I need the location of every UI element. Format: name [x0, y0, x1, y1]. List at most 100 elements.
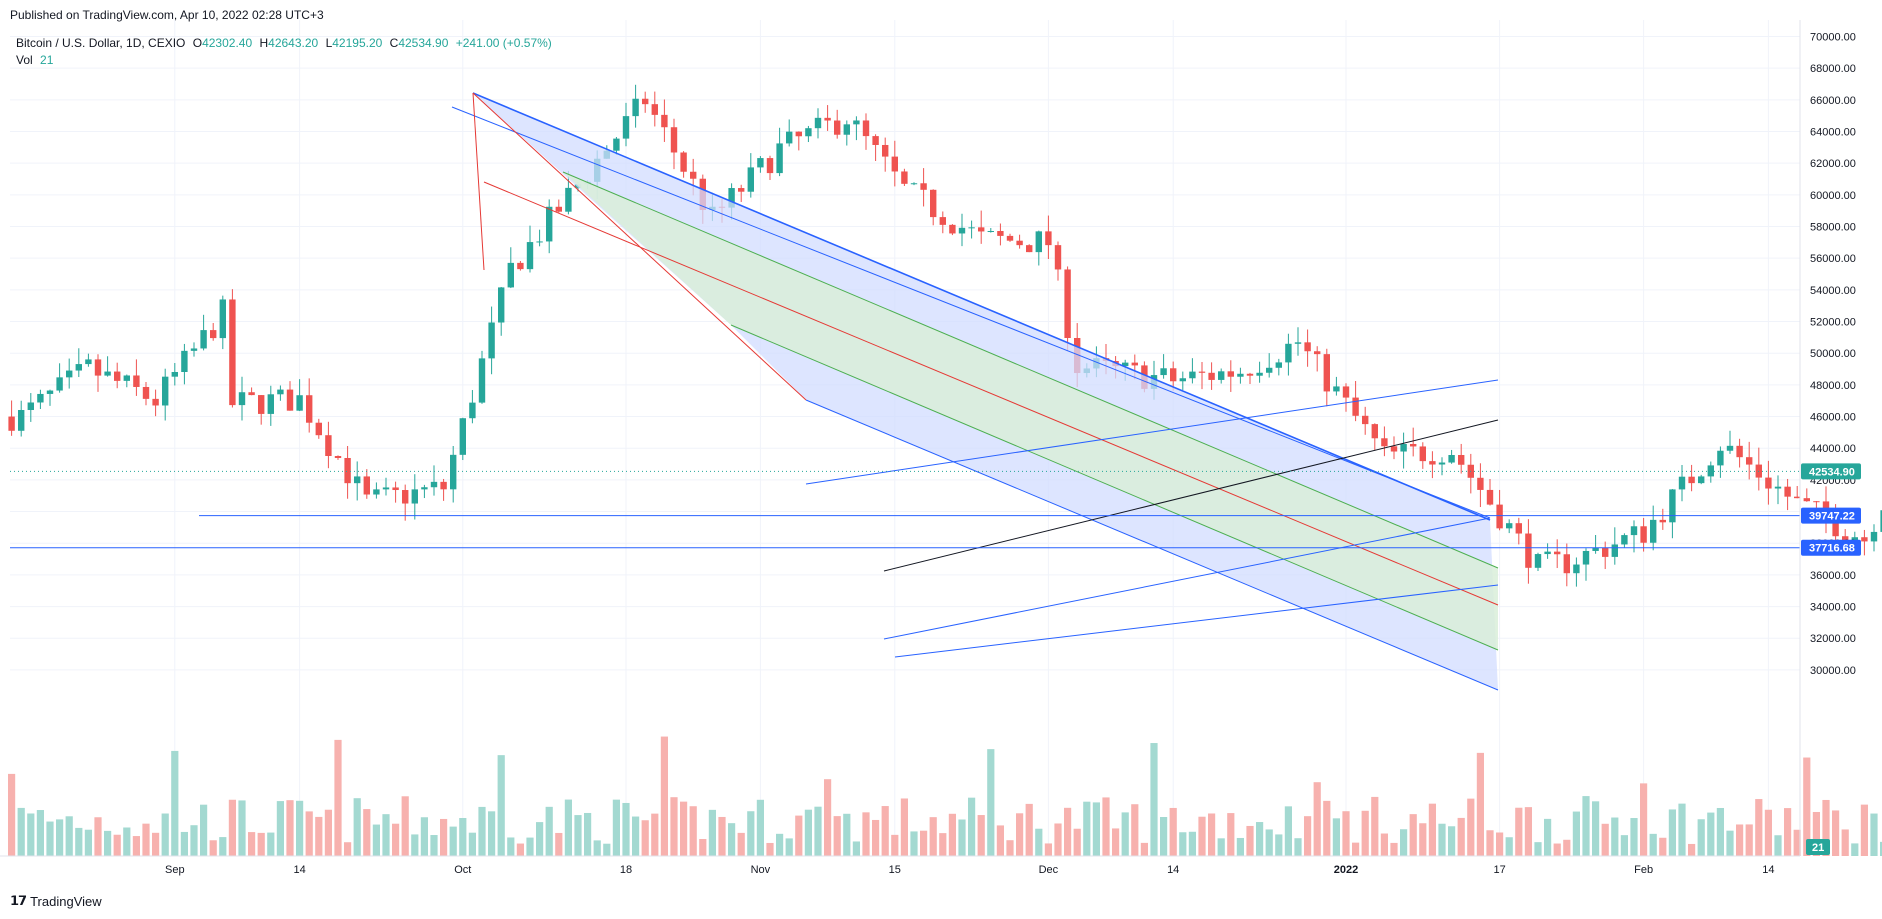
volume-bar [584, 812, 592, 856]
pitchfork-upper-line [472, 92, 1491, 521]
candle-body [1496, 504, 1503, 529]
candle-body [680, 152, 687, 172]
volume-bar [1697, 819, 1705, 856]
candle-body [1400, 443, 1407, 452]
trendline-upper [805, 379, 1499, 485]
pitchfork-upper-inner-line [451, 106, 1491, 519]
volume-bar [1428, 803, 1436, 856]
pitchfork-handle-line [472, 92, 807, 401]
trendline-black [883, 419, 1499, 572]
price-tick-label: 34000.00 [1810, 602, 1856, 614]
candle-body [1765, 477, 1772, 489]
candle-body [1189, 371, 1196, 379]
price-chart[interactable]: 70000.00 68000.00 66000.00 64000.00 62000.00… [0, 20, 1882, 890]
candle-body [728, 188, 735, 208]
volume-bar [1400, 829, 1408, 856]
candle-body [1563, 554, 1570, 574]
volume-bar [1121, 812, 1129, 856]
volume-bar [1822, 799, 1830, 856]
volume-bar [766, 842, 774, 856]
price-tick-label: 36000.00 [1810, 570, 1856, 582]
candle-body [613, 138, 620, 151]
symbol-title[interactable]: Bitcoin / U.S. Dollar, 1D, CEXIO [16, 36, 186, 50]
volume-bar [1390, 842, 1398, 856]
time-axis: Sep14Oct18Nov15Dec14202217Feb14Mar14Apr1… [0, 855, 1800, 876]
volume-bar [171, 750, 179, 856]
time-tick-label: Feb [1634, 864, 1653, 876]
candle-body [1554, 551, 1561, 555]
candle-body [1736, 445, 1743, 458]
candle-body [786, 131, 793, 144]
volume-bar [276, 801, 284, 856]
pitchfork-green-upper [562, 171, 1499, 569]
volume-bar [833, 816, 841, 856]
candle-body [1352, 397, 1359, 416]
candle-body [930, 189, 937, 218]
volume-bar [718, 816, 726, 856]
volume-bar [1131, 804, 1139, 856]
candle-body [75, 364, 82, 371]
candle-body [238, 392, 246, 406]
volume-bar [1112, 828, 1120, 856]
candle-body [1669, 489, 1676, 523]
candle-body [152, 398, 159, 406]
volume-bar [968, 797, 976, 856]
candle-body [229, 299, 236, 406]
volume-bar [1198, 816, 1206, 856]
volume-bar [824, 779, 832, 856]
time-tick-label: Oct [454, 864, 471, 876]
price-label-badge [1801, 507, 1861, 524]
high-value: 42643.20 [268, 36, 319, 50]
volume-bar [977, 815, 985, 856]
volume-bar [132, 836, 140, 856]
volume-bar [1150, 743, 1158, 856]
volume-bar [219, 837, 227, 856]
volume-bar [1256, 822, 1264, 856]
candle-body [411, 489, 418, 504]
volume-bar [1745, 824, 1753, 856]
candle-body [219, 299, 226, 339]
candle-body [1832, 517, 1839, 537]
price-label-badge [1801, 463, 1861, 480]
volume-bar [939, 833, 947, 856]
volume-bar [1217, 838, 1225, 856]
candle-body [1698, 476, 1705, 484]
candle-body [171, 371, 178, 377]
candle-body [1534, 554, 1542, 568]
candle-body [968, 227, 975, 229]
candle-body [498, 287, 505, 323]
candle-body [1016, 240, 1023, 246]
price-tick-label: 30000.00 [1810, 665, 1856, 677]
candle-body [1246, 373, 1254, 376]
volume-bar [958, 819, 966, 856]
volume-bar [459, 817, 467, 856]
candle-body [1026, 245, 1033, 253]
volume-bar [728, 823, 736, 856]
volume-bar [920, 830, 928, 856]
candle-body [805, 128, 812, 137]
candle-body [430, 481, 438, 488]
candle-body [315, 422, 322, 436]
low-value: 42195.20 [332, 36, 383, 50]
candle-body [267, 394, 274, 414]
volume-bar [1035, 828, 1043, 856]
candle-body [901, 171, 908, 184]
candle-body [46, 390, 54, 394]
volume-bar [1726, 830, 1734, 856]
volume-bar [516, 843, 524, 856]
candle-body [958, 227, 966, 234]
candle-body [402, 490, 409, 504]
candle-body [1506, 523, 1513, 529]
ohlc-row: Bitcoin / U.S. Dollar, 1D, CEXIO O42302.… [16, 35, 552, 52]
volume-bar [228, 799, 236, 856]
price-tick-label: 56000.00 [1810, 253, 1856, 265]
volume-bar [1611, 817, 1619, 856]
volume-bar [670, 797, 678, 856]
volume-bar [699, 839, 707, 856]
candle-body [632, 98, 639, 117]
pitchfork-lower-line [805, 399, 1499, 691]
volume-bar [1832, 810, 1840, 856]
volume-bar [1380, 833, 1388, 856]
candle-body [1842, 536, 1849, 541]
volume-bar [8, 773, 16, 856]
